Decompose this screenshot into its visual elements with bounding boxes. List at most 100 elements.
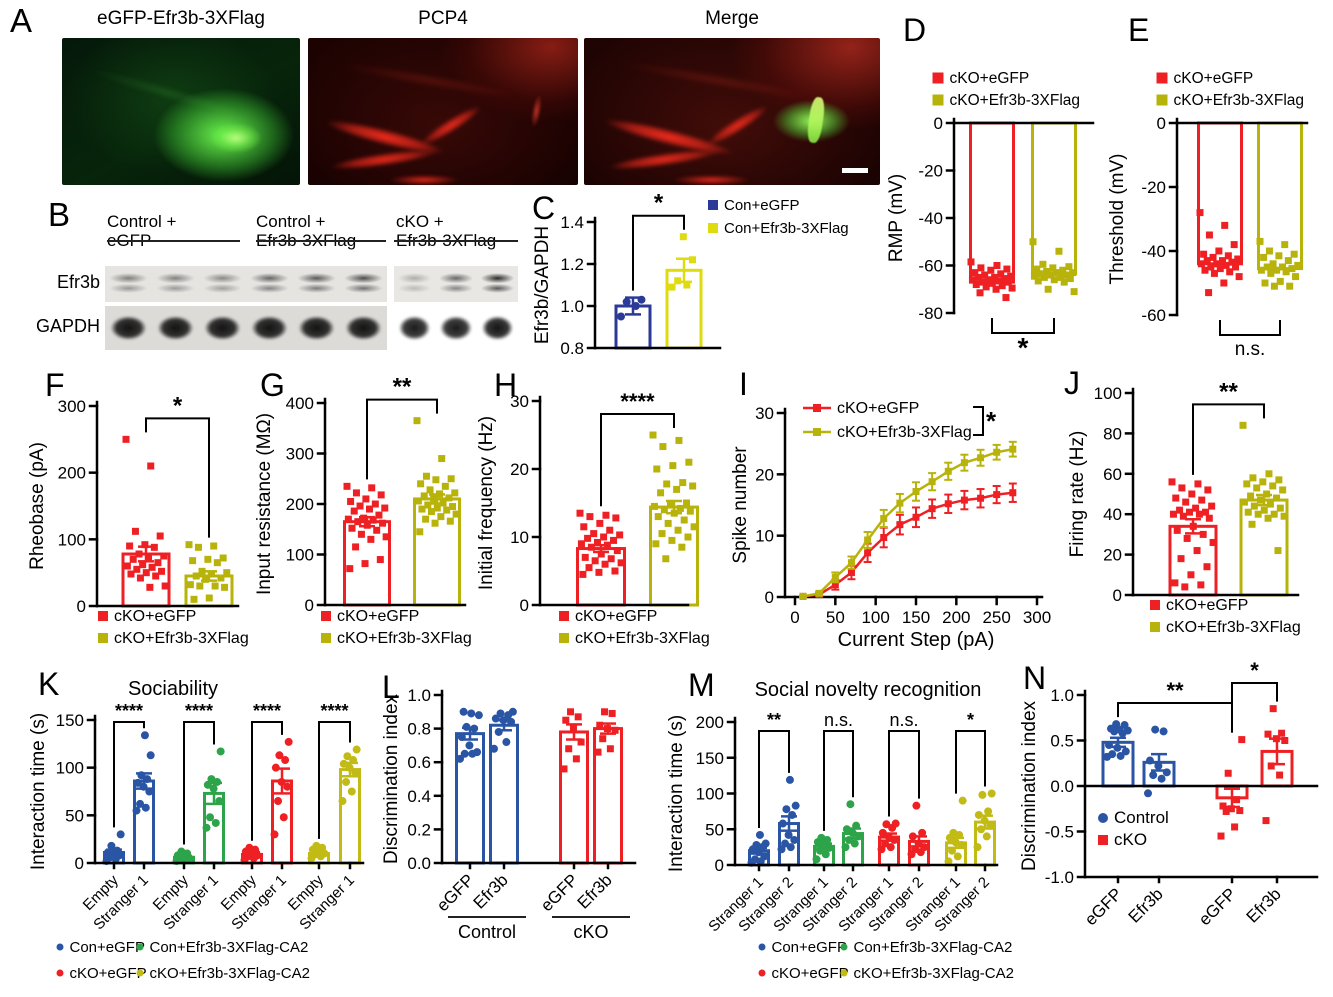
svg-text:Initial frequency (Hz): Initial frequency (Hz): [476, 416, 497, 590]
svg-text:Control: Control: [1114, 808, 1169, 827]
blot-band-efr3b: [246, 266, 293, 302]
svg-text:*: *: [986, 406, 997, 436]
blot-row-label-efr3b: Efr3b: [56, 272, 100, 292]
svg-text:200: 200: [286, 495, 314, 514]
svg-text:-60: -60: [1141, 306, 1166, 325]
svg-text:150: 150: [696, 749, 724, 768]
svg-text:-0.5: -0.5: [1045, 823, 1074, 842]
blot-group-3-underline: [394, 240, 518, 242]
blot-band-efr3b: [105, 266, 152, 302]
svg-text:10: 10: [510, 528, 529, 547]
blot-band-gapdh: [152, 306, 199, 350]
svg-text:cKO+eGFP: cKO+eGFP: [772, 965, 849, 982]
svg-text:D: D: [903, 12, 926, 48]
svg-text:20: 20: [755, 465, 774, 484]
svg-text:eGFP: eGFP: [1195, 884, 1240, 929]
blot-band-efr3b: [293, 266, 340, 302]
svg-text:10: 10: [755, 527, 774, 546]
svg-text:30: 30: [755, 404, 774, 423]
svg-text:*: *: [1018, 332, 1029, 363]
cortex-arc: [614, 58, 820, 104]
svg-text:cKO: cKO: [573, 922, 608, 942]
svg-text:Efr3b: Efr3b: [470, 870, 512, 912]
micrograph-title-pcp4: PCP4: [418, 8, 468, 29]
svg-text:100: 100: [286, 546, 314, 565]
svg-text:cKO+eGFP: cKO+eGFP: [575, 608, 657, 625]
svg-text:cKO: cKO: [1114, 830, 1147, 849]
panel-F-chart: F 0 100 200 300 * Rheobase (pA) cKO+eGFP cKO+Efr…: [27, 367, 249, 647]
blot-band-gapdh: [199, 306, 246, 350]
blot-band-efr3b: [476, 266, 518, 302]
svg-text:cKO+Efr3b-3XFlag-CA2: cKO+Efr3b-3XFlag-CA2: [150, 965, 310, 982]
svg-text:-1.0: -1.0: [1045, 868, 1074, 887]
dg-band-lower: [607, 144, 721, 174]
svg-text:50: 50: [65, 806, 84, 825]
svg-text:****: ****: [320, 701, 348, 721]
svg-text:100: 100: [696, 785, 724, 804]
blot-group-3-line1: cKO +: [396, 212, 444, 231]
blot-group-2-underline: [256, 240, 386, 242]
blot-band-gapdh: [340, 306, 387, 350]
svg-text:100: 100: [56, 759, 84, 778]
svg-text:50: 50: [826, 608, 845, 627]
svg-text:Threshold (mV): Threshold (mV): [1107, 154, 1128, 285]
svg-text:200: 200: [696, 713, 724, 732]
svg-text:cKO+eGFP: cKO+eGFP: [950, 70, 1030, 87]
svg-text:cKO+eGFP: cKO+eGFP: [114, 608, 196, 625]
svg-text:*: *: [654, 190, 664, 217]
svg-text:Input resistance (MΩ): Input resistance (MΩ): [254, 413, 275, 595]
svg-text:0: 0: [1113, 586, 1122, 605]
svg-text:Efr3b: Efr3b: [1243, 884, 1285, 926]
svg-text:0: 0: [765, 588, 774, 607]
svg-text:0.5: 0.5: [1050, 732, 1074, 751]
micrograph-title-egfp: eGFP-Efr3b-3XFlag: [97, 8, 265, 29]
bottom-strip: [672, 175, 750, 185]
blot-group-1-header: Control + eGFP: [107, 212, 176, 250]
svg-text:cKO+eGFP: cKO+eGFP: [837, 400, 919, 417]
blot-band-efr3b: [199, 266, 246, 302]
svg-text:20: 20: [510, 460, 529, 479]
svg-text:Discrimination index: Discrimination index: [381, 694, 402, 865]
blot-group-1-line1: Control +: [107, 212, 177, 231]
panel-D-chart: D 0 -20 -40 -60 -80 * RMP (mV) cKO+eGFP cKO+Efr3b…: [886, 12, 1095, 363]
micrograph-pcp4: [308, 38, 578, 185]
svg-text:-20: -20: [1141, 178, 1166, 197]
svg-text:E: E: [1128, 12, 1149, 48]
svg-text:Social novelty recognition: Social novelty recognition: [755, 679, 982, 701]
blot-band-efr3b: [340, 266, 387, 302]
blot-group-1-underline: [107, 240, 240, 242]
svg-text:N: N: [1023, 660, 1046, 696]
blot-band-gapdh: [435, 306, 477, 350]
blot-group-3-header: cKO + Efr3b-3XFlag: [396, 212, 496, 250]
svg-text:cKO+Efr3b-3XFlag: cKO+Efr3b-3XFlag: [837, 424, 972, 441]
svg-text:L: L: [382, 669, 400, 705]
svg-text:cKO+eGFP: cKO+eGFP: [1174, 70, 1254, 87]
svg-text:0: 0: [75, 854, 84, 873]
svg-text:eGFP: eGFP: [537, 870, 582, 915]
svg-text:0.0: 0.0: [1050, 777, 1074, 796]
svg-text:0.8: 0.8: [407, 720, 431, 739]
svg-text:cKO+Efr3b-3XFlag: cKO+Efr3b-3XFlag: [1166, 619, 1301, 636]
svg-text:100: 100: [1094, 384, 1122, 403]
svg-text:Firing rate (Hz): Firing rate (Hz): [1067, 431, 1088, 558]
svg-text:cKO+Efr3b-3XFlag: cKO+Efr3b-3XFlag: [1174, 92, 1305, 109]
panel-H-chart: H 0 10 20 30 **** Initial frequency (Hz) cKO+eG…: [476, 367, 710, 647]
svg-text:1.0: 1.0: [407, 686, 431, 705]
micrograph-egfp: [62, 38, 300, 185]
svg-text:0: 0: [715, 856, 724, 875]
svg-text:Interaction time (s): Interaction time (s): [666, 715, 687, 872]
svg-text:n.s.: n.s.: [889, 710, 918, 730]
dg-band-right: [417, 101, 485, 150]
svg-text:C: C: [532, 190, 555, 226]
svg-text:1.2: 1.2: [560, 255, 584, 274]
svg-text:I: I: [739, 366, 748, 402]
svg-text:Sociability: Sociability: [128, 678, 218, 700]
blot-strip-gapdh-block2: [394, 306, 518, 350]
svg-text:Spike number: Spike number: [730, 446, 751, 564]
svg-text:cKO+Efr3b-3XFlag-CA2: cKO+Efr3b-3XFlag-CA2: [854, 965, 1014, 982]
svg-text:100: 100: [861, 608, 889, 627]
svg-text:60: 60: [1103, 465, 1122, 484]
svg-text:40: 40: [1103, 505, 1122, 524]
